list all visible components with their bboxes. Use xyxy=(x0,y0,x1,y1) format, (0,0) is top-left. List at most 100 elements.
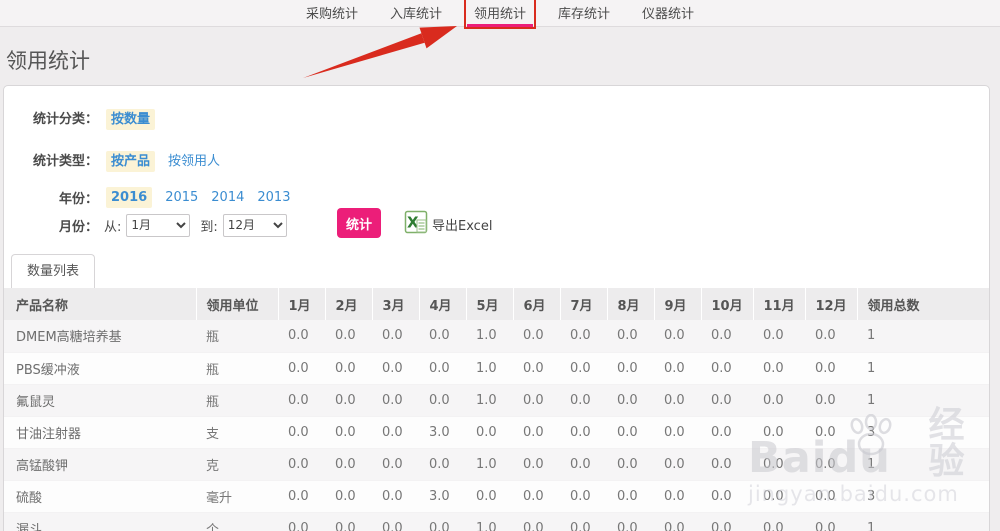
value-cell: 0.0 xyxy=(753,448,805,481)
unit-cell: 个 xyxy=(196,512,278,531)
value-cell: 0.0 xyxy=(753,320,805,353)
year-option-0[interactable]: 2016 xyxy=(106,186,153,208)
year-option-1[interactable]: 2015 xyxy=(165,189,199,205)
value-cell: 0.0 xyxy=(513,320,560,353)
value-cell: 0.0 xyxy=(805,448,857,481)
value-cell: 0.0 xyxy=(372,384,419,417)
year-option-2[interactable]: 2014 xyxy=(211,189,245,205)
value-cell: 0.0 xyxy=(701,416,753,449)
value-cell: 0.0 xyxy=(513,512,560,531)
type-option-1[interactable]: 按领用人 xyxy=(168,153,221,169)
value-cell: 0.0 xyxy=(701,448,753,481)
year-option-3[interactable]: 2013 xyxy=(257,189,291,205)
value-cell: 0.0 xyxy=(753,384,805,417)
table-row-5: 硫酸 毫升 0.0 0.0 0.0 3.0 0.0 0.0 0.0 0.0 0.0 0.0 0.0 0.0… xyxy=(4,480,989,513)
table-header-row: 产品名称 领用单位 1月 2月 3月 4月 5月 6月 7月 8月 9月 10月 11月 12月 领用总数 xyxy=(4,288,989,320)
unit-cell: 毫升 xyxy=(196,480,278,513)
product-name-cell: PBS缓冲液 xyxy=(4,352,196,385)
value-cell: 0.0 xyxy=(654,384,701,417)
value-cell: 0.0 xyxy=(419,512,466,531)
value-cell: 3 xyxy=(857,416,989,449)
stats-table: 产品名称 领用单位 1月 2月 3月 4月 5月 6月 7月 8月 9月 10月 11月 12月 领用总数 … xyxy=(4,288,989,531)
column-header-12: 11月 xyxy=(753,288,806,320)
value-cell: 0.0 xyxy=(753,512,805,531)
filter-row-month: 月份： 从: 1月 到: 12月 xyxy=(4,212,989,238)
value-cell: 0.0 xyxy=(654,448,701,481)
value-cell: 0.0 xyxy=(372,352,419,385)
value-cell: 0.0 xyxy=(278,320,325,353)
value-cell: 0.0 xyxy=(278,384,325,417)
value-cell: 0.0 xyxy=(607,480,654,513)
value-cell: 0.0 xyxy=(513,448,560,481)
value-cell: 0.0 xyxy=(325,480,372,513)
category-options: 按数量 xyxy=(98,108,156,130)
value-cell: 3.0 xyxy=(419,416,466,449)
month-to-select[interactable]: 12月 xyxy=(222,213,287,237)
month-to-label: 到: xyxy=(200,219,218,235)
column-header-13: 12月 xyxy=(805,288,858,320)
value-cell: 0.0 xyxy=(607,320,654,353)
value-cell: 0.0 xyxy=(805,416,857,449)
value-cell: 0.0 xyxy=(805,480,857,513)
tab-quantity-list[interactable]: 数量列表 xyxy=(11,254,95,288)
filter-row-category: 统计分类： 按数量 xyxy=(4,104,989,130)
filter-row-year: 年份： 2016 2015 2014 2013 xyxy=(4,184,989,210)
value-cell: 0.0 xyxy=(419,448,466,481)
nav-tab-0[interactable]: 采购统计 xyxy=(305,7,358,22)
table-row-0: DMEM高糖培养基瓶 0.0 0.0 0.0 0.0 1.0 0.0 0.0 0.0 0.0 0.0… xyxy=(4,320,989,353)
type-label: 统计类型： xyxy=(32,153,98,169)
column-header-11: 10月 xyxy=(701,288,754,320)
product-name-cell: 甘油注射器 xyxy=(4,416,196,449)
value-cell: 0.0 xyxy=(419,352,466,385)
nav-tab-2[interactable]: 领用统计 xyxy=(463,0,537,29)
column-header-8: 7月 xyxy=(560,288,608,320)
value-cell: 1.0 xyxy=(466,512,513,531)
value-cell: 1 xyxy=(857,512,989,531)
value-cell: 0.0 xyxy=(607,448,654,481)
value-cell: 0.0 xyxy=(325,352,372,385)
stats-button[interactable]: 统计 xyxy=(337,208,381,238)
value-cell: 0.0 xyxy=(701,512,753,531)
month-from-select[interactable]: 1月 xyxy=(126,213,191,237)
product-name-cell: 高锰酸钾 xyxy=(4,448,196,481)
value-cell: 0.0 xyxy=(278,480,325,513)
unit-cell: 瓶 xyxy=(196,320,278,353)
value-cell: 0.0 xyxy=(325,448,372,481)
column-header-0: 产品名称 xyxy=(4,288,197,320)
value-cell: 1.0 xyxy=(466,352,513,385)
value-cell: 0.0 xyxy=(372,512,419,531)
content-panel: 统计分类： 按数量 统计类型： 按产品 按领用人 年份： 2016 2015 2014… xyxy=(3,85,990,531)
product-name-cell: 硫酸 xyxy=(4,480,196,513)
column-header-3: 2月 xyxy=(325,288,373,320)
column-header-4: 3月 xyxy=(372,288,420,320)
nav-tab-1[interactable]: 入库统计 xyxy=(389,7,442,22)
value-cell: 0.0 xyxy=(325,384,372,417)
value-cell: 0.0 xyxy=(805,384,857,417)
export-excel-button[interactable]: X 导出Excel xyxy=(404,210,492,238)
value-cell: 0.0 xyxy=(419,384,466,417)
value-cell: 0.0 xyxy=(466,480,513,513)
value-cell: 0.0 xyxy=(278,352,325,385)
value-cell: 0.0 xyxy=(701,352,753,385)
value-cell: 1.0 xyxy=(466,448,513,481)
excel-icon: X xyxy=(404,210,428,238)
table-row-4: 高锰酸钾克 0.0 0.0 0.0 0.0 1.0 0.0 0.0 0.0 0.0 0.0 0.0 0.… xyxy=(4,448,989,481)
top-nav: 采购统计 入库统计 领用统计 库存统计 仪器统计 xyxy=(0,0,1000,29)
type-option-0[interactable]: 按产品 xyxy=(106,150,156,172)
nav-tab-4[interactable]: 仪器统计 xyxy=(642,7,695,22)
value-cell: 0.0 xyxy=(753,480,805,513)
product-name-cell: DMEM高糖培养基 xyxy=(4,320,196,353)
value-cell: 0.0 xyxy=(560,384,607,417)
value-cell: 0.0 xyxy=(372,416,419,449)
value-cell: 0.0 xyxy=(325,320,372,353)
value-cell: 1.0 xyxy=(466,384,513,417)
value-cell: 0.0 xyxy=(654,512,701,531)
category-label: 统计分类： xyxy=(32,111,98,127)
column-header-10: 9月 xyxy=(654,288,702,320)
column-header-1: 领用单位 xyxy=(196,288,279,320)
nav-tab-3[interactable]: 库存统计 xyxy=(558,7,611,22)
value-cell: 0.0 xyxy=(325,416,372,449)
value-cell: 1 xyxy=(857,352,989,385)
category-option-0[interactable]: 按数量 xyxy=(106,108,156,130)
value-cell: 0.0 xyxy=(560,352,607,385)
